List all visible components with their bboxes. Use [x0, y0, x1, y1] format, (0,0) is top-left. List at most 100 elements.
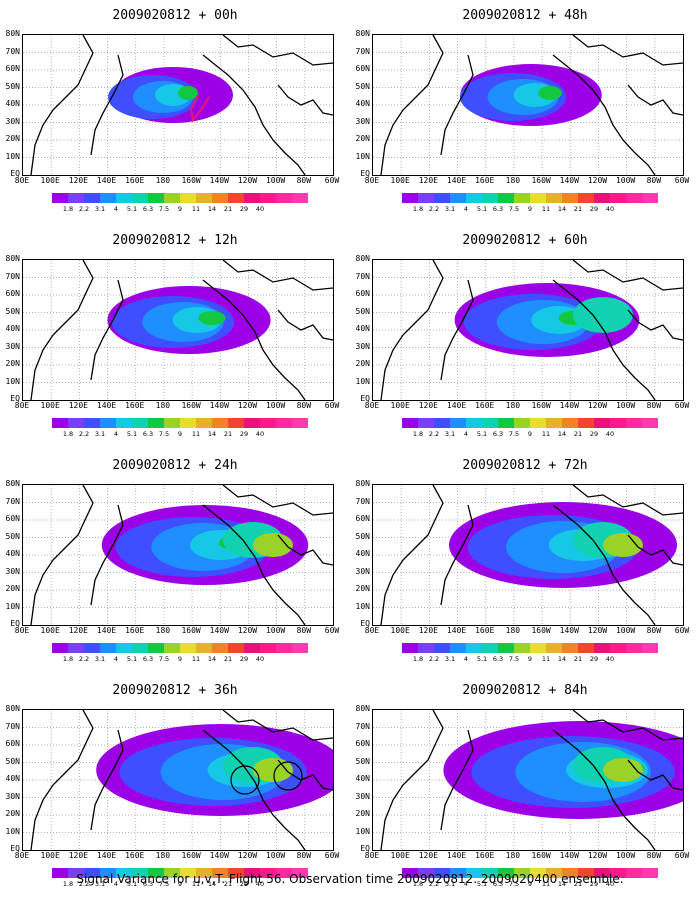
colorbar-swatch [292, 868, 308, 878]
lon-label: 140W [559, 176, 579, 185]
target-circle [230, 765, 260, 795]
colorbar-label: 9 [177, 880, 183, 888]
colorbar-label: 2.2 [78, 655, 90, 663]
colorbar-swatch [498, 193, 514, 203]
colorbar-swatch [52, 193, 68, 203]
colorbar [402, 643, 658, 653]
lon-label: 100W [265, 401, 286, 410]
colorbar-label: 11 [541, 205, 551, 213]
coastline [277, 309, 333, 341]
colorbar-swatch [212, 418, 228, 428]
colorbar-label: 6.3 [142, 205, 154, 213]
colorbar-label: 4 [113, 430, 119, 438]
colorbar-swatch [276, 193, 292, 203]
lon-label: 140E [446, 626, 467, 635]
lon-label: 140W [209, 851, 229, 860]
lon-label: 160W [181, 401, 201, 410]
lon-label: 100W [265, 626, 286, 635]
coastline [30, 485, 94, 625]
lat-label: 40N [5, 549, 20, 558]
colorbar-label: 21 [573, 430, 583, 438]
lat-label: 50N [355, 306, 370, 316]
panel-title: 2009020812 + 24h [112, 458, 238, 473]
variance-contour [538, 86, 562, 100]
lon-label: 80W [296, 176, 312, 185]
colorbar-label: 6.3 [142, 655, 154, 663]
colorbar-swatch [514, 193, 530, 203]
colorbar-label: 11 [541, 880, 551, 888]
variance-map [22, 34, 334, 176]
colorbar-swatch [530, 643, 546, 653]
lon-label: 100E [390, 851, 410, 860]
colorbar-swatch [116, 193, 132, 203]
colorbar-label: 7.5 [508, 880, 520, 888]
colorbar-swatch [514, 868, 530, 878]
colorbar-label: 40 [605, 880, 615, 888]
colorbar-swatch [100, 418, 116, 428]
colorbar-label: 5.1 [126, 655, 138, 663]
colorbar-swatch [610, 418, 626, 428]
colorbar-label: 1.8 [62, 655, 74, 663]
colorbar [52, 643, 308, 653]
colorbar-swatch [610, 193, 626, 203]
lon-label: 140E [446, 851, 467, 860]
colorbar-label: 40 [605, 655, 615, 663]
colorbar-label: 7.5 [508, 655, 520, 663]
lon-label: 100E [390, 176, 410, 185]
lon-label: 140W [209, 626, 229, 635]
colorbar-swatch [466, 643, 482, 653]
colorbar-swatch [196, 643, 212, 653]
colorbar-swatch [450, 868, 466, 878]
lat-label: 60N [5, 739, 20, 748]
colorbar-label: 14 [557, 430, 567, 438]
coastline [572, 710, 683, 741]
lat-label: 80N [355, 29, 370, 38]
lat-label: 70N [355, 721, 370, 731]
colorbar-swatch [180, 193, 196, 203]
lon-label: 140E [446, 401, 467, 410]
colorbar-swatch [180, 418, 196, 428]
panel-title: 2009020812 + 12h [112, 233, 238, 248]
coastline [202, 504, 306, 625]
colorbar-label: 2.2 [428, 880, 440, 888]
colorbar-swatch [482, 868, 498, 878]
variance-map [22, 709, 334, 851]
lon-label: 140E [96, 626, 117, 635]
lon-label: 160E [475, 626, 495, 635]
coastline [277, 534, 333, 566]
colorbar-label: 9 [527, 655, 533, 663]
colorbar-label: 5.1 [476, 205, 488, 213]
colorbar-swatch [292, 643, 308, 653]
lat-label: 70N [5, 46, 20, 56]
colorbar-swatch [132, 868, 148, 878]
colorbar-swatch [244, 193, 260, 203]
lon-label: 80E [364, 626, 380, 635]
lat-label: 70N [5, 271, 20, 281]
coastline [222, 35, 333, 66]
flight-track [189, 94, 210, 123]
colorbar-swatch [450, 193, 466, 203]
lon-label: 140W [559, 626, 579, 635]
colorbar-label: 7.5 [508, 430, 520, 438]
map-panel: 2009020812 + 48h 80N 70N 60N 50N 40N 30N 20N 10N… [350, 0, 700, 225]
colorbar-label: 29 [589, 205, 599, 213]
colorbar-swatch [546, 868, 562, 878]
colorbar-swatch [530, 418, 546, 428]
lon-label: 100E [40, 626, 60, 635]
colorbar-swatch [148, 868, 164, 878]
map-panel: 2009020812 + 72h 80N 70N 60N 50N 40N 30N 20N 10N… [350, 450, 700, 675]
colorbar-swatch [418, 193, 434, 203]
lat-label: 70N [355, 46, 370, 56]
lon-label: 120E [418, 626, 438, 635]
colorbar-label: 5.1 [126, 880, 138, 888]
colorbar-swatch [530, 193, 546, 203]
colorbar-label: 4 [113, 205, 119, 213]
lon-label: 140E [446, 176, 467, 185]
coastline [277, 84, 333, 116]
colorbar-swatch [180, 868, 196, 878]
colorbar-swatch [626, 868, 642, 878]
lon-label: 180 [155, 176, 171, 185]
lon-label: 60W [674, 176, 690, 185]
coastline [380, 485, 444, 625]
colorbar-label: 1.8 [62, 880, 74, 888]
